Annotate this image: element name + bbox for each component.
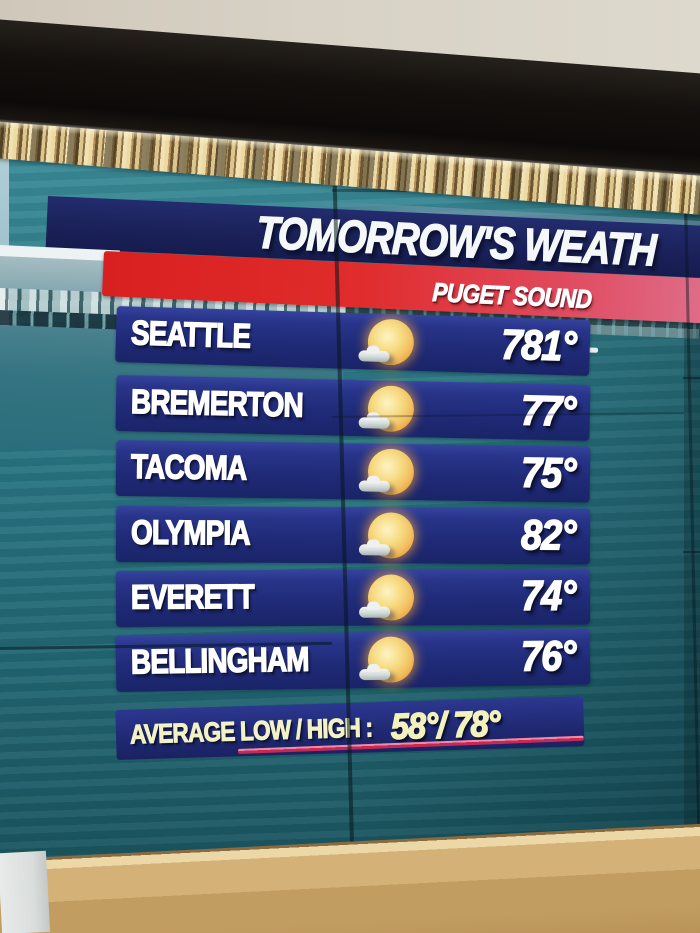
city-label: TACOMA: [130, 447, 247, 488]
temperature-value: 82°: [521, 510, 577, 559]
forecast-row-tacoma: TACOMA 75°: [115, 440, 591, 503]
city-label: EVERETT: [130, 577, 254, 617]
forecast-row-olympia: OLYMPIA 82°: [115, 506, 591, 565]
panel-seam-horizontal-right-1: [683, 377, 700, 379]
temperature-value: 74°: [521, 571, 577, 620]
temperature-value: 781°: [500, 320, 577, 371]
temperature-value: 75°: [520, 448, 577, 497]
sun-with-cloud-icon: [359, 574, 415, 621]
temperature-value: 76°: [520, 631, 577, 680]
panel-seam-horizontal-right-2: [683, 551, 700, 553]
cloud-icon: [359, 668, 391, 681]
city-label: SEATTLE: [130, 313, 252, 356]
cloud-icon: [358, 350, 390, 363]
city-label: OLYMPIA: [130, 513, 250, 553]
region-label: PUGET SOUND: [431, 276, 593, 315]
sun-with-cloud-icon: [358, 448, 415, 496]
forecast-row-bremerton: BREMERTON 77°: [115, 375, 591, 441]
screen-right-shade: [684, 150, 700, 856]
sun-with-cloud-icon: [359, 636, 415, 684]
sun-with-cloud-icon: [358, 318, 415, 366]
city-label: BREMERTON: [130, 382, 304, 425]
cloud-icon: [359, 606, 391, 618]
forecast-row-everett: EVERETT 74°: [115, 568, 591, 627]
temperature-value: 77°: [520, 386, 577, 436]
cloud-icon: [358, 544, 390, 556]
forecast-row-bellingham: BELLINGHAM 76°: [115, 628, 591, 692]
cloud-icon: [358, 417, 390, 429]
sun-with-cloud-icon: [358, 385, 415, 433]
sun-with-cloud-icon: [358, 512, 415, 559]
cloud-icon: [358, 480, 390, 492]
floor-patch: [0, 850, 51, 933]
